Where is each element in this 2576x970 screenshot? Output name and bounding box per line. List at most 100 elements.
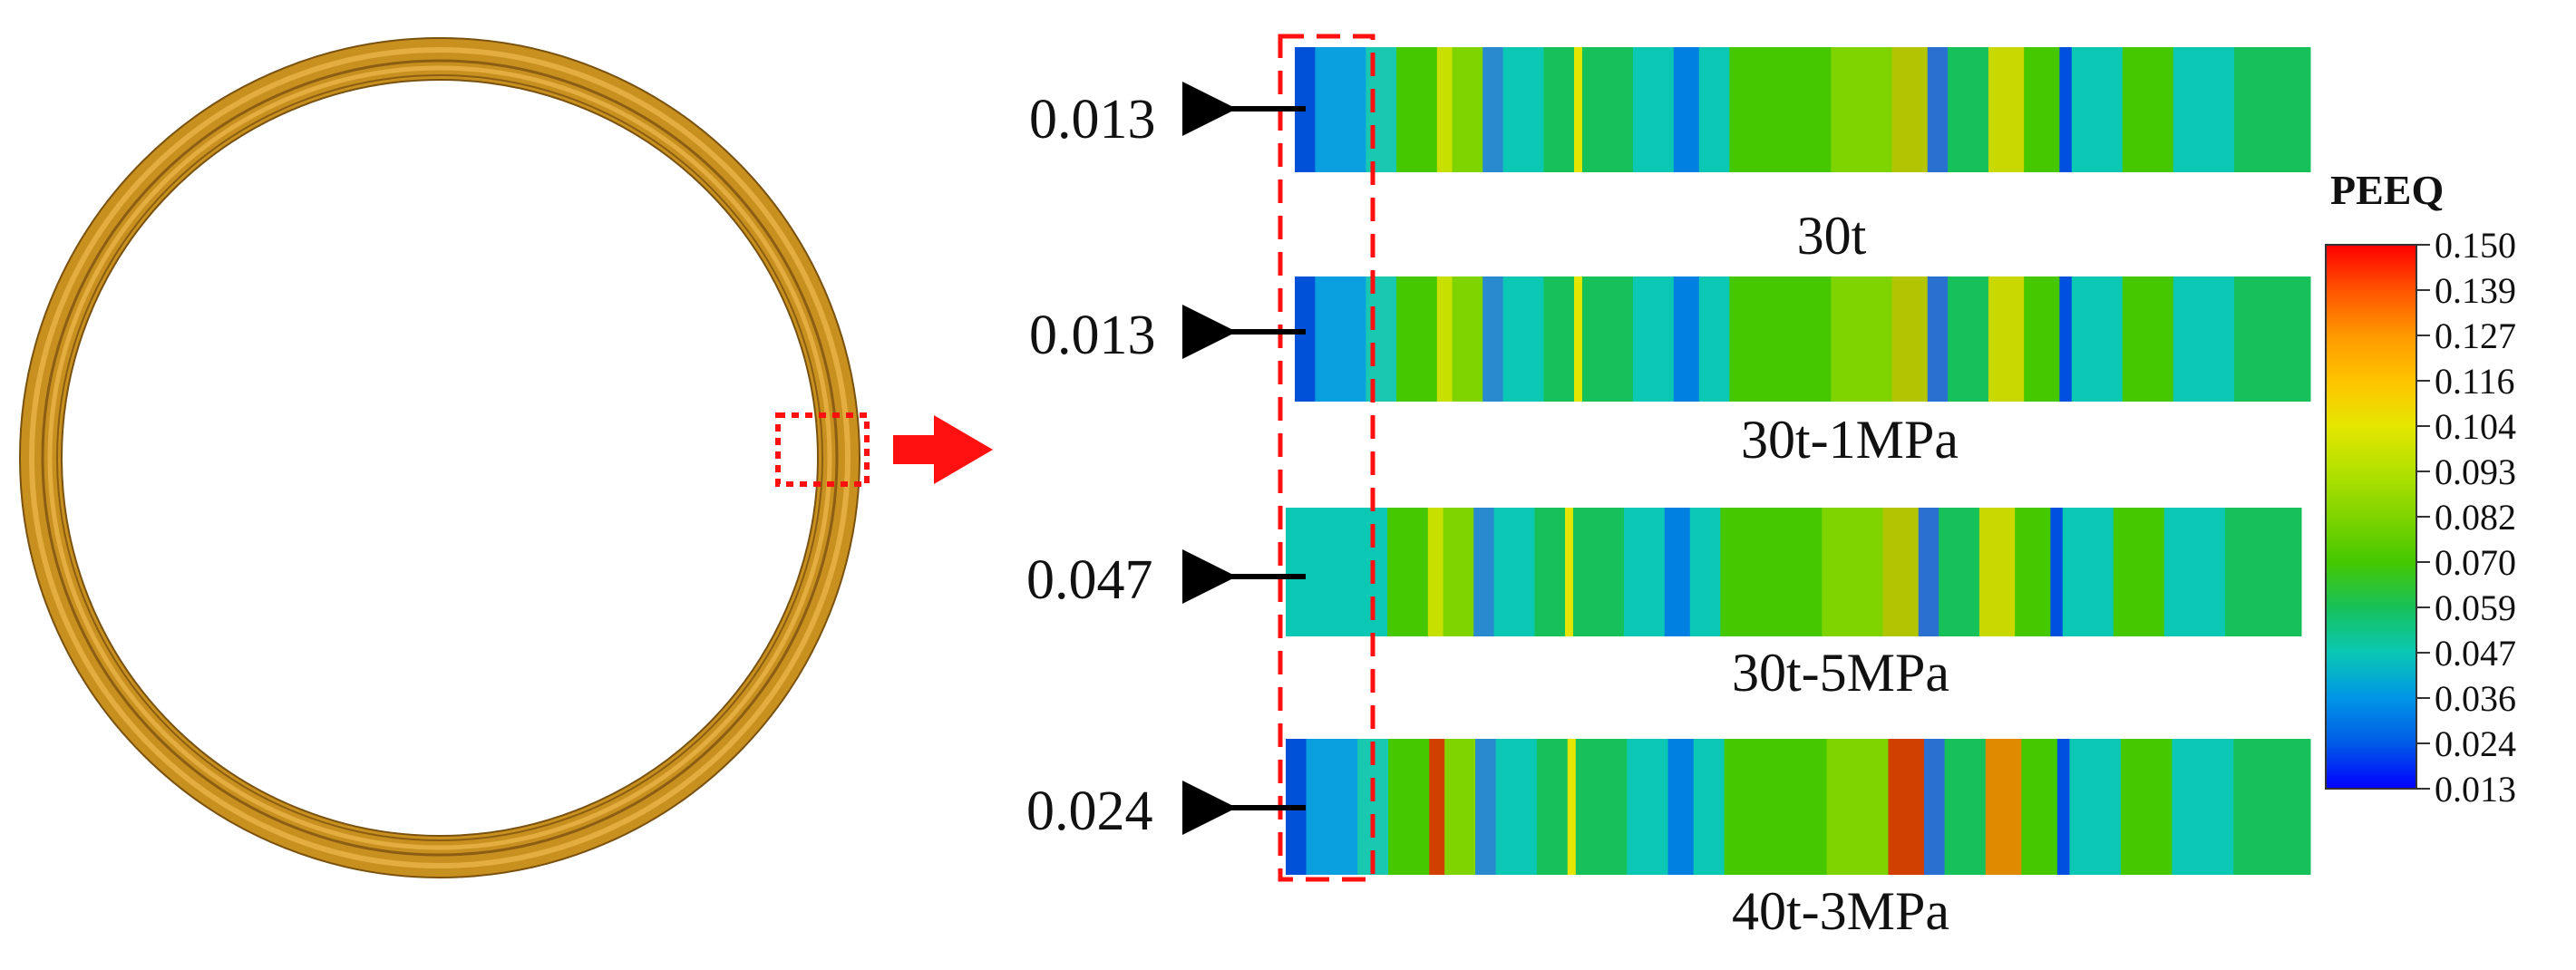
legend-tick-label: 0.036 xyxy=(2435,678,2516,719)
legend-tick-label: 0.150 xyxy=(2435,225,2516,266)
contour-band xyxy=(1923,739,1946,875)
strip-caption: 30t xyxy=(1797,206,1867,266)
contour-band xyxy=(2233,739,2311,875)
contour-band xyxy=(1720,508,1823,636)
contour-band xyxy=(1724,739,1828,875)
contour-strips xyxy=(1286,47,2311,875)
contour-band xyxy=(1667,739,1695,875)
legend-tick-label: 0.139 xyxy=(2435,270,2516,311)
contour-band xyxy=(1493,508,1535,636)
contour-band xyxy=(1939,508,1980,636)
contour-band xyxy=(1396,47,1438,172)
contour-band xyxy=(1978,508,2016,636)
contour-band xyxy=(2071,276,2124,402)
contour-band xyxy=(1689,508,1721,636)
legend-tick-label: 0.059 xyxy=(2435,587,2516,628)
contour-strip xyxy=(1286,739,2311,875)
contour-band xyxy=(1315,47,1366,172)
ring-band-1 xyxy=(29,47,851,868)
contour-band xyxy=(1482,276,1504,402)
contour-band xyxy=(1632,47,1675,172)
contour-band xyxy=(2021,739,2058,875)
contour-band xyxy=(1387,508,1429,636)
contour-band xyxy=(1948,47,1989,172)
contour-band xyxy=(1543,47,1575,172)
legend-tick-label: 0.070 xyxy=(2435,542,2516,583)
contour-band xyxy=(1988,47,2025,172)
legend-tick-label: 0.024 xyxy=(2435,723,2516,764)
contour-band xyxy=(2069,739,2122,875)
contour-band xyxy=(1436,276,1453,402)
contour-band xyxy=(2172,739,2234,875)
contour-band xyxy=(2163,508,2226,636)
contour-band xyxy=(2015,508,2051,636)
contour-band xyxy=(1918,508,1939,636)
contour-band xyxy=(1891,276,1929,402)
contour-band xyxy=(1581,276,1634,402)
contour-band xyxy=(1286,508,1307,636)
contour-band xyxy=(2062,508,2114,636)
legend-tick-label: 0.013 xyxy=(2435,769,2516,810)
contour-band xyxy=(2056,739,2070,875)
contour-band xyxy=(1396,276,1438,402)
contour-band xyxy=(1664,508,1691,636)
contour-band xyxy=(1581,47,1634,172)
contour-band xyxy=(1495,739,1538,875)
contour-band xyxy=(1729,276,1832,402)
contour-band xyxy=(1822,508,1884,636)
legend-title: PEEQ xyxy=(2330,167,2444,213)
ring-band-2 xyxy=(41,59,839,857)
minimum-region-box xyxy=(1278,34,1375,882)
contour-band xyxy=(1502,276,1544,402)
contour-band xyxy=(1985,739,2022,875)
contour-band xyxy=(1673,47,1700,172)
contour-band xyxy=(1831,276,1893,402)
contour-band xyxy=(1693,739,1725,875)
contour-band xyxy=(2122,276,2174,402)
contour-band xyxy=(1306,739,1358,875)
contour-band xyxy=(2024,47,2060,172)
min-label-0: 0.013 xyxy=(1029,82,1306,150)
legend-tick-label: 0.093 xyxy=(2435,451,2516,492)
contour-band xyxy=(2024,276,2060,402)
contour-band xyxy=(1574,276,1583,402)
contour-strip xyxy=(1295,276,2311,402)
zoom-arrow xyxy=(893,415,993,484)
contour-band xyxy=(1698,47,1730,172)
contour-band xyxy=(1306,508,1357,636)
contour-band xyxy=(1388,739,1430,875)
contour-band xyxy=(1315,276,1366,402)
contour-band xyxy=(2059,47,2073,172)
contour-band xyxy=(1444,739,1476,875)
legend-colorbar xyxy=(2325,244,2417,790)
contour-band xyxy=(1473,508,1495,636)
contour-band xyxy=(1944,739,1987,875)
min-label-3: 0.024 xyxy=(1026,781,1306,842)
contour-band xyxy=(1295,276,1316,402)
contour-band xyxy=(1627,739,1668,875)
contour-band xyxy=(1729,47,1832,172)
contour-band xyxy=(1632,276,1675,402)
contour-band xyxy=(2120,739,2173,875)
contour-band xyxy=(1831,47,1893,172)
strip-caption: 30t-5MPa xyxy=(1732,643,1949,703)
contour-band xyxy=(1565,508,1574,636)
min-value-text: 0.024 xyxy=(1026,781,1153,842)
legend-tick-label: 0.127 xyxy=(2435,315,2516,356)
contour-band xyxy=(1988,276,2025,402)
contour-band xyxy=(1452,276,1483,402)
contour-strip xyxy=(1295,47,2311,172)
contour-band xyxy=(1927,276,1949,402)
contour-band xyxy=(2173,47,2235,172)
strip-caption: 30t-1MPa xyxy=(1741,410,1959,470)
contour-band xyxy=(1534,508,1566,636)
ring-selection-box xyxy=(775,412,870,487)
contour-band xyxy=(1891,47,1929,172)
contour-band xyxy=(1436,47,1453,172)
min-label-2: 0.047 xyxy=(1026,549,1306,611)
contour-band xyxy=(2071,47,2124,172)
legend-tick-label: 0.082 xyxy=(2435,497,2516,538)
contour-band xyxy=(2234,276,2311,402)
